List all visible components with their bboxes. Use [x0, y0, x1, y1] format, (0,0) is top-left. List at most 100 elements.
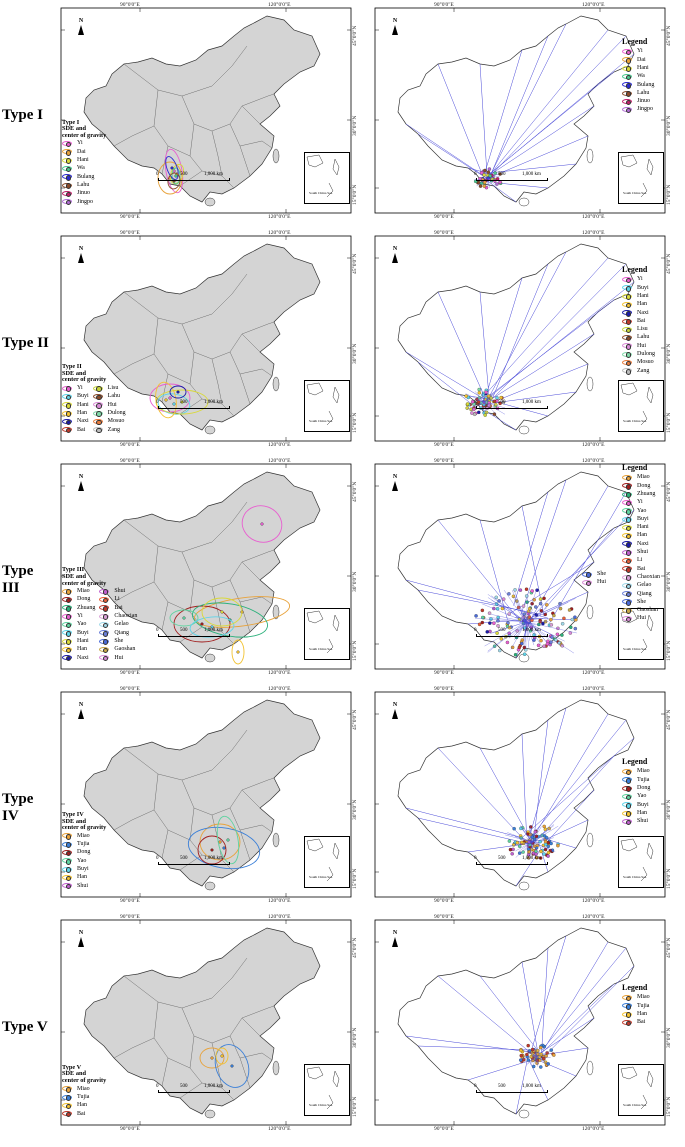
- graticule-label: 45°0'0"N: [666, 25, 672, 46]
- graticule-label: 30°0'0"N: [372, 799, 374, 820]
- graticule-label: 15°0'0"N: [352, 1096, 358, 1117]
- legend-item: Hani: [622, 523, 660, 532]
- legend-swatch-icon: [622, 475, 634, 482]
- legend-swatch-icon: [622, 57, 634, 64]
- legend-item-label: Miao: [77, 588, 90, 595]
- graticule-label: 15°0'0"N: [666, 640, 672, 661]
- legend-swatch-icon: [62, 418, 74, 426]
- sde-legend: Type IV SDE and center of gravity Miao Tujia…: [62, 811, 107, 890]
- legend-item: Dong: [622, 784, 650, 792]
- legend-swatch-icon: [622, 793, 634, 801]
- legend-item-label: Hui: [637, 615, 646, 622]
- graticule-label: 120°0'0"E: [582, 898, 605, 904]
- legend-item-label: Li: [637, 557, 643, 564]
- graticule-label: 120°0'0"E: [268, 914, 291, 920]
- legend-item-label: Han: [637, 809, 647, 816]
- legend-item-label: She: [114, 637, 124, 644]
- legend-swatch-icon: [622, 607, 634, 615]
- north-label: N: [392, 474, 398, 480]
- legend-item: Tujia: [62, 1093, 90, 1101]
- graticule-label: 30°0'0"N: [352, 1027, 358, 1048]
- legend-item: Hani: [622, 64, 654, 72]
- legend-swatch-icon: [622, 591, 634, 598]
- legend-swatch-icon: [622, 1019, 634, 1027]
- legend-item: Miao: [62, 1085, 90, 1093]
- south-china-sea-inset: South China Sea: [304, 152, 350, 204]
- graticule-label: 45°0'0"N: [372, 253, 374, 274]
- graticule-label: 45°0'0"N: [372, 709, 374, 730]
- legend-item-label: Miao: [637, 474, 650, 481]
- south-china-sea-inset: South China Sea: [304, 1064, 350, 1116]
- scale-label-0: 0: [156, 856, 159, 861]
- legend-item-label: Bulang: [637, 81, 655, 88]
- legend: Legend Miao Dong Zhuang Yi Yao Buyi Hani Han Naxi…: [622, 463, 660, 623]
- sde-map: N 90°0'0"E 120°0'0"E 90°0'0"E 120°0'0"E 45°0'…: [58, 2, 358, 222]
- graticule-label: 120°0'0"E: [582, 230, 605, 236]
- legend-swatch-icon: [622, 524, 634, 532]
- graticule-label: 45°0'0"N: [372, 937, 374, 958]
- graticule-label: 15°0'0"N: [58, 184, 60, 205]
- north-label: N: [78, 930, 84, 936]
- graticule-label: 30°0'0"N: [372, 115, 374, 136]
- legend-item-label: Buyi: [637, 284, 649, 291]
- sde-ellipses: [157, 148, 185, 195]
- legend-item-label: Miao: [77, 1085, 90, 1092]
- type-label: Type I: [2, 107, 43, 123]
- graticule-label: 90°0'0"E: [434, 914, 454, 920]
- graticule-label: 90°0'0"E: [120, 2, 140, 8]
- legend-item-label: Han: [77, 1102, 87, 1109]
- legend-subtitle-2: center of gravity: [62, 824, 107, 832]
- legend-swatch-icon: [62, 833, 74, 840]
- legend-item-label: Dai: [637, 56, 646, 63]
- legend-swatch-icon: [99, 621, 111, 629]
- legend-swatch-icon: [622, 483, 634, 490]
- graticule-label: 90°0'0"E: [120, 898, 140, 904]
- legend-item-label: Lahu: [77, 181, 90, 188]
- legend-item-label: Naxi: [637, 540, 649, 547]
- legend-swatch-icon: [62, 630, 74, 637]
- legend-item: Wa: [622, 72, 654, 81]
- legend-item: Hani: [62, 637, 95, 645]
- south-china-sea-inset: South China Sea: [618, 1064, 664, 1116]
- graticule-label: 45°0'0"N: [372, 25, 374, 46]
- legend-swatch-icon: [62, 883, 74, 890]
- legend-swatch-icon: [99, 597, 111, 604]
- legend-swatch-icon: [622, 508, 634, 515]
- inset-caption: South China Sea: [309, 647, 333, 651]
- sde-map: N 90°0'0"E 120°0'0"E 90°0'0"E 120°0'0"E 45°0'…: [58, 230, 358, 450]
- legend-subtitle-1: SDE and: [62, 1070, 86, 1078]
- north-label: N: [78, 702, 84, 708]
- legend-item: Tujia: [62, 840, 90, 848]
- legend-swatch-icon: [622, 49, 634, 56]
- sde-legend: Type II SDE and center of gravity Yi Buyi Han…: [62, 364, 126, 434]
- legend-item-label: Miao: [637, 768, 650, 775]
- legend-item: Dong: [62, 595, 95, 604]
- legend-item: Shui: [62, 882, 90, 890]
- legend-item-label: Shui: [77, 882, 89, 889]
- scale-bar: 0 500 1,000 km: [156, 1084, 248, 1093]
- legend-item-label: Han: [77, 409, 87, 416]
- legend-swatch-icon: [62, 613, 74, 620]
- legend-item-label: Bai: [77, 426, 86, 433]
- legend-item-label: Hani: [77, 157, 89, 164]
- scale-label-1000: 1,000 km: [522, 628, 541, 633]
- legend-swatch-icon: [62, 1086, 74, 1093]
- legend-item: Dong: [622, 482, 660, 490]
- legend-item-label: Jingpo: [637, 106, 654, 113]
- legend-item: Buyi: [62, 392, 89, 401]
- legend-swatch-icon: [622, 90, 634, 97]
- legend-item-label: Qiang: [637, 590, 652, 597]
- graticule-label: 45°0'0"N: [666, 937, 672, 958]
- legend-item: Gelao: [99, 620, 137, 629]
- legend-swatch-icon: [99, 588, 111, 596]
- scale-label-500: 500: [498, 856, 506, 861]
- graticule-label: 45°0'0"N: [666, 253, 672, 274]
- legend-item-label: Yao: [637, 507, 647, 514]
- legend-heading: Legend: [622, 983, 648, 992]
- graticule-label: 45°0'0"N: [372, 481, 374, 502]
- legend-item: Han: [622, 809, 650, 817]
- scale-label-0: 0: [474, 856, 477, 861]
- graticule-label: 30°0'0"N: [666, 115, 672, 136]
- legend-item: Dong: [62, 848, 90, 857]
- legend-item: Naxi: [622, 309, 655, 317]
